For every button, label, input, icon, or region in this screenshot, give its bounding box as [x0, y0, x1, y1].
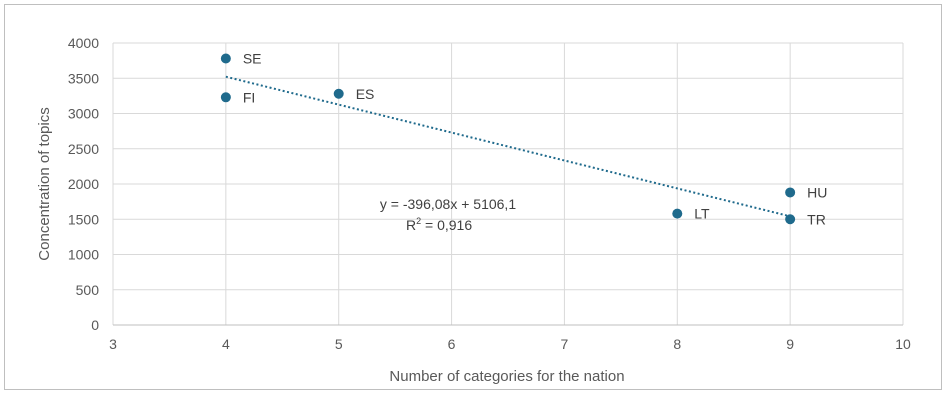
x-axis-title: Number of categories for the nation: [389, 368, 624, 385]
data-point-lt: [672, 208, 683, 219]
data-point-tr: [785, 214, 796, 225]
y-tick-label: 3000: [68, 106, 99, 122]
x-tick-label: 3: [109, 336, 117, 352]
x-tick-label: 8: [673, 336, 681, 352]
y-tick-label: 2000: [68, 176, 99, 192]
r2-prefix: R: [406, 217, 416, 233]
y-tick-label: 4000: [68, 35, 99, 51]
x-tick-label: 9: [786, 336, 794, 352]
y-tick-label: 0: [91, 317, 99, 333]
x-tick-label: 6: [448, 336, 456, 352]
x-tick-label: 7: [561, 336, 569, 352]
point-label-hu: HU: [807, 184, 827, 200]
data-point-se: [220, 53, 231, 64]
r2-value: = 0,916: [421, 217, 472, 233]
trendline-r-squared: R2 = 0,916: [406, 216, 472, 233]
y-axis-title: Concentration of topics: [36, 107, 53, 260]
y-tick-label: 3500: [68, 70, 99, 86]
data-points: [220, 53, 796, 225]
y-tick-label: 2500: [68, 141, 99, 157]
data-point-es: [333, 88, 344, 99]
point-label-lt: LT: [694, 206, 710, 222]
axes: 3 4 5 6 7 8 9 10 0 500 1000 1500 2000 2500 3000 3500 400…: [68, 35, 911, 352]
x-tick-label: 4: [222, 336, 230, 352]
x-tick-label: 10: [895, 336, 911, 352]
point-label-fi: FI: [243, 89, 255, 105]
trendline-equation: y = -396,08x + 5106,1: [380, 196, 516, 212]
y-tick-label: 500: [76, 282, 100, 298]
point-label-es: ES: [356, 86, 375, 102]
grid-lines: [112, 42, 904, 326]
x-tick-label: 5: [335, 336, 343, 352]
y-tick-label: 1500: [68, 211, 99, 227]
data-point-hu: [785, 187, 796, 198]
y-tick-label: 1000: [68, 247, 99, 263]
point-label-tr: TR: [807, 211, 826, 227]
data-point-fi: [220, 92, 231, 103]
point-label-se: SE: [243, 51, 262, 67]
chart-frame: [4, 4, 942, 390]
point-labels: SE FI ES LT HU TR: [243, 51, 828, 228]
r2-superscript: 2: [416, 216, 421, 226]
